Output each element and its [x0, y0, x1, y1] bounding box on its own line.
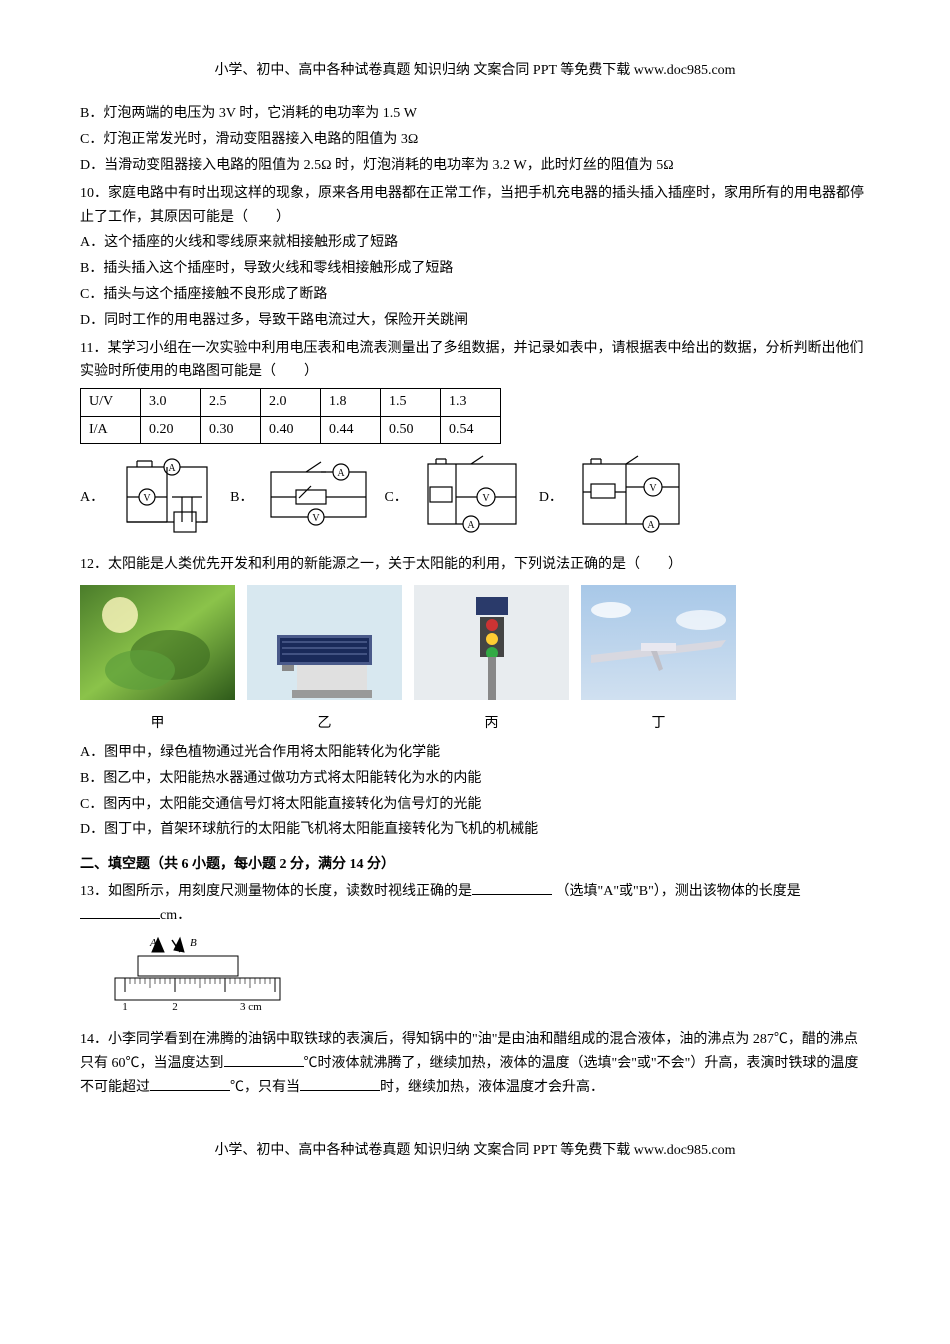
q10-stem: 10．家庭电路中有时出现这样的现象，原来各用电器都在正常工作，当把手机充电器的插…	[80, 182, 870, 230]
q12-caption-row: 甲 乙 丙 丁	[80, 713, 870, 735]
q12-caption-yi: 乙	[247, 713, 402, 735]
svg-text:V: V	[144, 493, 152, 504]
q13-ruler-figure: A B 1 2 3	[110, 934, 870, 1022]
q12-caption-jia: 甲	[80, 713, 235, 735]
svg-text:2: 2	[172, 1001, 178, 1013]
q11-circuit-options: A． A V B．	[80, 452, 870, 545]
q11-label-c: C．	[384, 487, 407, 509]
table-cell: 0.20	[141, 416, 201, 443]
svg-text:A: A	[169, 463, 177, 474]
question-14: 14．小李同学看到在沸腾的油锅中取铁球的表演后，得知锅中的"油"是由油和醋组成的…	[80, 1028, 870, 1099]
table-cell: 2.0	[261, 389, 321, 416]
table-cell: 2.5	[201, 389, 261, 416]
q12-image-yi	[247, 585, 402, 708]
circuit-diagram-d: V A	[571, 452, 691, 545]
blank	[472, 881, 552, 895]
q11-label-d: D．	[539, 487, 563, 509]
q14-part3: ℃，只有当	[230, 1080, 300, 1095]
blank	[300, 1077, 380, 1091]
q9-option-c: C．灯泡正常发光时，滑动变阻器接入电路的阻值为 3Ω	[80, 128, 870, 152]
q12-option-b: B．图乙中，太阳能热水器通过做功方式将太阳能转化为水的内能	[80, 767, 870, 791]
q12-stem: 12．太阳能是人类优先开发和利用的新能源之一，关于太阳能的利用，下列说法正确的是…	[80, 553, 870, 577]
question-11: 11．某学习小组在一次实验中利用电压表和电流表测量出了多组数据，并记录如表中，请…	[80, 337, 870, 546]
q11-stem: 11．某学习小组在一次实验中利用电压表和电流表测量出了多组数据，并记录如表中，请…	[80, 337, 870, 385]
q11-data-table: U/V 3.0 2.5 2.0 1.8 1.5 1.3 I/A 0.20 0.3…	[80, 388, 501, 444]
q10-option-c: C．插头与这个插座接触不良形成了断路	[80, 283, 870, 307]
circuit-diagram-a: A V	[112, 452, 222, 545]
question-10: 10．家庭电路中有时出现这样的现象，原来各用电器都在正常工作，当把手机充电器的插…	[80, 182, 870, 333]
table-cell: U/V	[81, 389, 141, 416]
blank	[224, 1053, 304, 1067]
q10-option-b: B．插头插入这个插座时，导致火线和零线相接触形成了短路	[80, 257, 870, 281]
section-2-title: 二、填空题（共 6 小题，每小题 2 分，满分 14 分）	[80, 854, 870, 876]
q13-part3: cm．	[160, 908, 191, 923]
q12-caption-ding: 丁	[581, 713, 736, 735]
question-12: 12．太阳能是人类优先开发和利用的新能源之一，关于太阳能的利用，下列说法正确的是…	[80, 553, 870, 842]
table-cell: 1.8	[321, 389, 381, 416]
q12-image-ding	[581, 585, 736, 708]
blank	[80, 905, 160, 919]
q12-option-d: D．图丁中，首架环球航行的太阳能飞机将太阳能直接转化为飞机的机械能	[80, 818, 870, 842]
table-cell: 0.50	[381, 416, 441, 443]
blank	[150, 1077, 230, 1091]
svg-text:A: A	[647, 520, 655, 531]
table-cell: 0.40	[261, 416, 321, 443]
svg-text:V: V	[313, 513, 321, 524]
page-footer: 小学、初中、高中各种试卷真题 知识归纳 文案合同 PPT 等免费下载 www.d…	[80, 1140, 870, 1162]
circuit-diagram-c: V A	[416, 452, 531, 545]
q11-label-b: B．	[230, 487, 253, 509]
table-cell: I/A	[81, 416, 141, 443]
question-13: 13．如图所示，用刻度尺测量物体的长度，读数时视线正确的是 （选填"A"或"B"…	[80, 880, 870, 1022]
svg-text:V: V	[649, 483, 657, 494]
q13-part1: 13．如图所示，用刻度尺测量物体的长度，读数时视线正确的是	[80, 884, 472, 899]
q12-caption-bing: 丙	[414, 713, 569, 735]
q10-option-d: D．同时工作的用电器过多，导致干路电流过大，保险开关跳闸	[80, 309, 870, 333]
q12-image-row	[80, 585, 870, 708]
page-header: 小学、初中、高中各种试卷真题 知识归纳 文案合同 PPT 等免费下载 www.d…	[80, 60, 870, 82]
q13-part2: （选填"A"或"B"），测出该物体的长度是	[556, 884, 801, 899]
table-cell: 3.0	[141, 389, 201, 416]
q14-text: 14．小李同学看到在沸腾的油锅中取铁球的表演后，得知锅中的"油"是由油和醋组成的…	[80, 1028, 870, 1099]
q11-label-a: A．	[80, 487, 104, 509]
svg-text:3 cm: 3 cm	[240, 1001, 262, 1013]
svg-text:B: B	[190, 937, 197, 949]
table-cell: 0.44	[321, 416, 381, 443]
q13-text: 13．如图所示，用刻度尺测量物体的长度，读数时视线正确的是 （选填"A"或"B"…	[80, 880, 870, 928]
q12-image-jia	[80, 585, 235, 708]
table-cell: 1.3	[441, 389, 501, 416]
table-row: I/A 0.20 0.30 0.40 0.44 0.50 0.54	[81, 416, 501, 443]
q9-option-d: D．当滑动变阻器接入电路的阻值为 2.5Ω 时，灯泡消耗的电功率为 3.2 W，…	[80, 154, 870, 178]
table-cell: 0.30	[201, 416, 261, 443]
q12-option-a: A．图甲中，绿色植物通过光合作用将太阳能转化为化学能	[80, 741, 870, 765]
q10-option-a: A．这个插座的火线和零线原来就相接触形成了短路	[80, 231, 870, 255]
q9-option-b: B．灯泡两端的电压为 3V 时，它消耗的电功率为 1.5 W	[80, 102, 870, 126]
question-9-options: B．灯泡两端的电压为 3V 时，它消耗的电功率为 1.5 W C．灯泡正常发光时…	[80, 102, 870, 177]
q14-part4: 时，继续加热，液体温度才会升高．	[380, 1080, 604, 1095]
table-cell: 0.54	[441, 416, 501, 443]
svg-text:A: A	[467, 520, 475, 531]
svg-text:A: A	[338, 468, 346, 479]
table-row: U/V 3.0 2.5 2.0 1.8 1.5 1.3	[81, 389, 501, 416]
q12-option-c: C．图丙中，太阳能交通信号灯将太阳能直接转化为信号灯的光能	[80, 793, 870, 817]
q12-image-bing	[414, 585, 569, 708]
circuit-diagram-b: A V	[261, 452, 376, 545]
svg-text:1: 1	[122, 1001, 128, 1013]
table-cell: 1.5	[381, 389, 441, 416]
svg-text:V: V	[482, 493, 490, 504]
